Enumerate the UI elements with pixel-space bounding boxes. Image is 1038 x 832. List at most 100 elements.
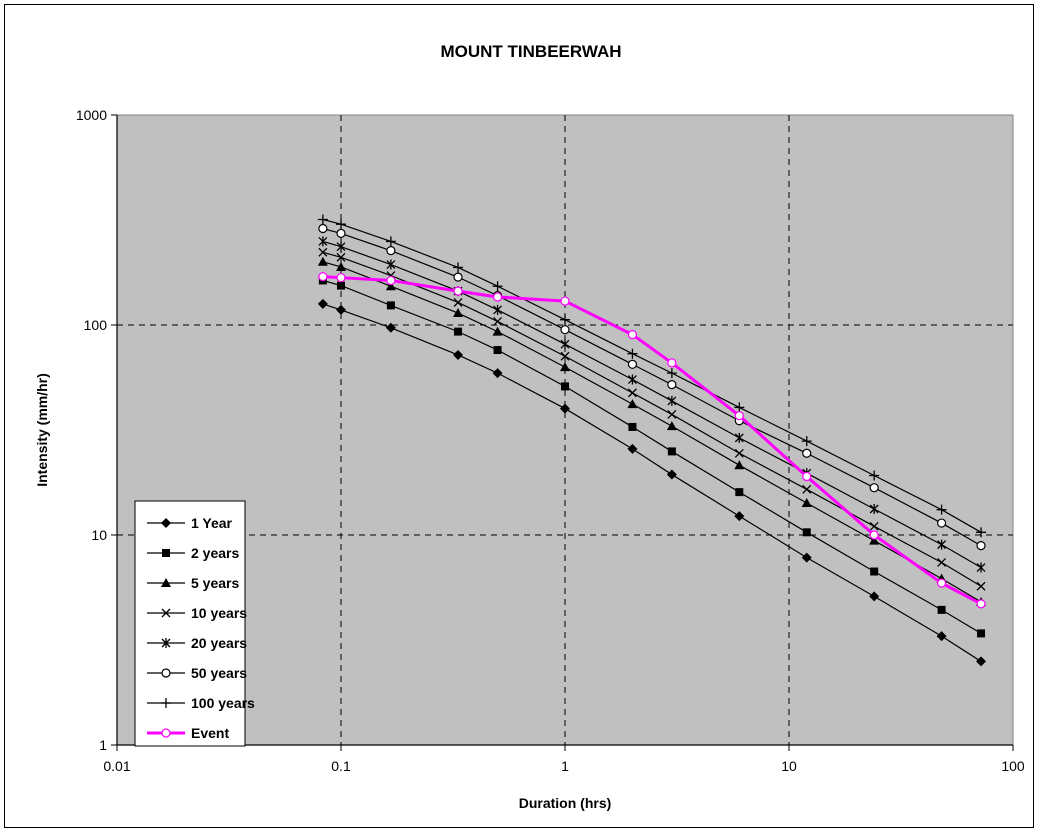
data-point xyxy=(386,246,396,256)
chart-frame: MOUNT TINBEERWAH 0.01 0.1 1 10 100 1 10 100 1000… xyxy=(4,4,1034,828)
data-point xyxy=(453,349,464,360)
data-point xyxy=(869,535,880,545)
data-point xyxy=(627,443,638,454)
data-point xyxy=(802,448,812,458)
data-point xyxy=(386,275,396,286)
data-point xyxy=(734,432,744,443)
axes: 0.01 0.1 1 10 100 1 10 100 1000 xyxy=(76,107,1025,774)
data-point xyxy=(453,272,463,282)
series-1-year xyxy=(317,298,987,667)
data-point xyxy=(869,591,880,602)
data-point xyxy=(937,539,947,550)
series-20-years xyxy=(318,236,986,573)
data-point xyxy=(734,411,744,421)
data-point xyxy=(317,298,328,309)
data-point xyxy=(560,351,570,361)
data-point xyxy=(337,281,345,290)
legend-entry: 50 years xyxy=(147,665,247,681)
data-point xyxy=(627,388,637,398)
legend-entry: Event xyxy=(147,725,229,741)
data-point xyxy=(318,236,328,247)
data-point xyxy=(628,422,637,431)
legend-entry: 1 Year xyxy=(147,515,233,531)
y-tick-label: 1000 xyxy=(76,107,107,123)
data-point xyxy=(735,488,744,497)
data-point xyxy=(493,304,503,315)
data-point xyxy=(627,359,638,369)
data-point xyxy=(560,325,570,335)
data-point xyxy=(802,484,812,494)
series-layer xyxy=(317,214,987,667)
data-point xyxy=(666,368,677,379)
data-point xyxy=(560,339,570,350)
data-point xyxy=(627,330,638,340)
data-point xyxy=(385,236,396,247)
data-point xyxy=(336,228,346,239)
data-point xyxy=(734,460,745,470)
data-point xyxy=(870,567,879,576)
data-point xyxy=(560,296,570,306)
data-point xyxy=(976,656,987,667)
legend-entry: 10 years xyxy=(147,605,247,621)
plot-area xyxy=(116,114,1014,746)
data-point xyxy=(318,247,328,257)
data-point xyxy=(976,562,986,573)
data-point xyxy=(869,470,880,481)
data-point xyxy=(667,358,677,368)
x-tick-label: 0.1 xyxy=(331,758,351,774)
data-point xyxy=(336,273,346,283)
legend-marker xyxy=(161,698,171,708)
data-point xyxy=(976,581,986,591)
idf-chart: MOUNT TINBEERWAH 0.01 0.1 1 10 100 1 10 100 1000… xyxy=(34,42,1025,811)
data-point xyxy=(336,219,346,230)
legend-entry: 2 years xyxy=(147,545,239,561)
data-point xyxy=(317,214,328,225)
legend-entry: 5 years xyxy=(147,575,239,591)
data-point xyxy=(492,292,503,302)
legend-marker xyxy=(161,638,171,648)
x-tick-label: 0.01 xyxy=(103,758,130,774)
data-point xyxy=(336,241,346,252)
x-axis-title: Duration (hrs) xyxy=(519,795,612,811)
data-point xyxy=(977,629,986,638)
x-tick-label: 1 xyxy=(561,758,569,774)
y-tick-label: 1 xyxy=(99,737,107,753)
legend-label: 100 years xyxy=(191,695,255,711)
data-point xyxy=(560,314,570,325)
data-point xyxy=(385,322,396,333)
data-point xyxy=(801,436,812,447)
data-point xyxy=(666,421,677,431)
data-point xyxy=(802,471,812,482)
data-point xyxy=(734,511,745,522)
data-point xyxy=(667,409,677,419)
data-point xyxy=(493,316,503,326)
data-point xyxy=(336,304,346,315)
legend-label: 2 years xyxy=(191,545,239,561)
data-point xyxy=(561,382,569,391)
data-point xyxy=(936,504,947,515)
data-point xyxy=(666,469,677,480)
series-event xyxy=(318,272,986,609)
data-point xyxy=(627,348,638,359)
legend-entry: 20 years xyxy=(147,635,247,651)
y-tick-label: 10 xyxy=(91,527,107,543)
data-point xyxy=(802,528,811,537)
data-point xyxy=(318,223,328,234)
legend-marker xyxy=(162,549,170,557)
data-point xyxy=(453,262,464,273)
data-point xyxy=(492,368,503,379)
data-point xyxy=(937,605,946,614)
legend-label: 1 Year xyxy=(191,515,233,531)
data-point xyxy=(801,552,812,563)
series-10-years xyxy=(318,247,986,591)
data-point xyxy=(560,362,570,372)
data-point xyxy=(667,380,677,390)
series-100-years xyxy=(317,214,987,538)
data-point xyxy=(936,518,947,528)
data-point xyxy=(336,252,346,262)
data-point xyxy=(869,530,879,540)
data-point xyxy=(386,301,395,310)
data-point xyxy=(869,521,879,531)
legend-marker xyxy=(161,518,171,528)
data-point xyxy=(936,578,947,588)
